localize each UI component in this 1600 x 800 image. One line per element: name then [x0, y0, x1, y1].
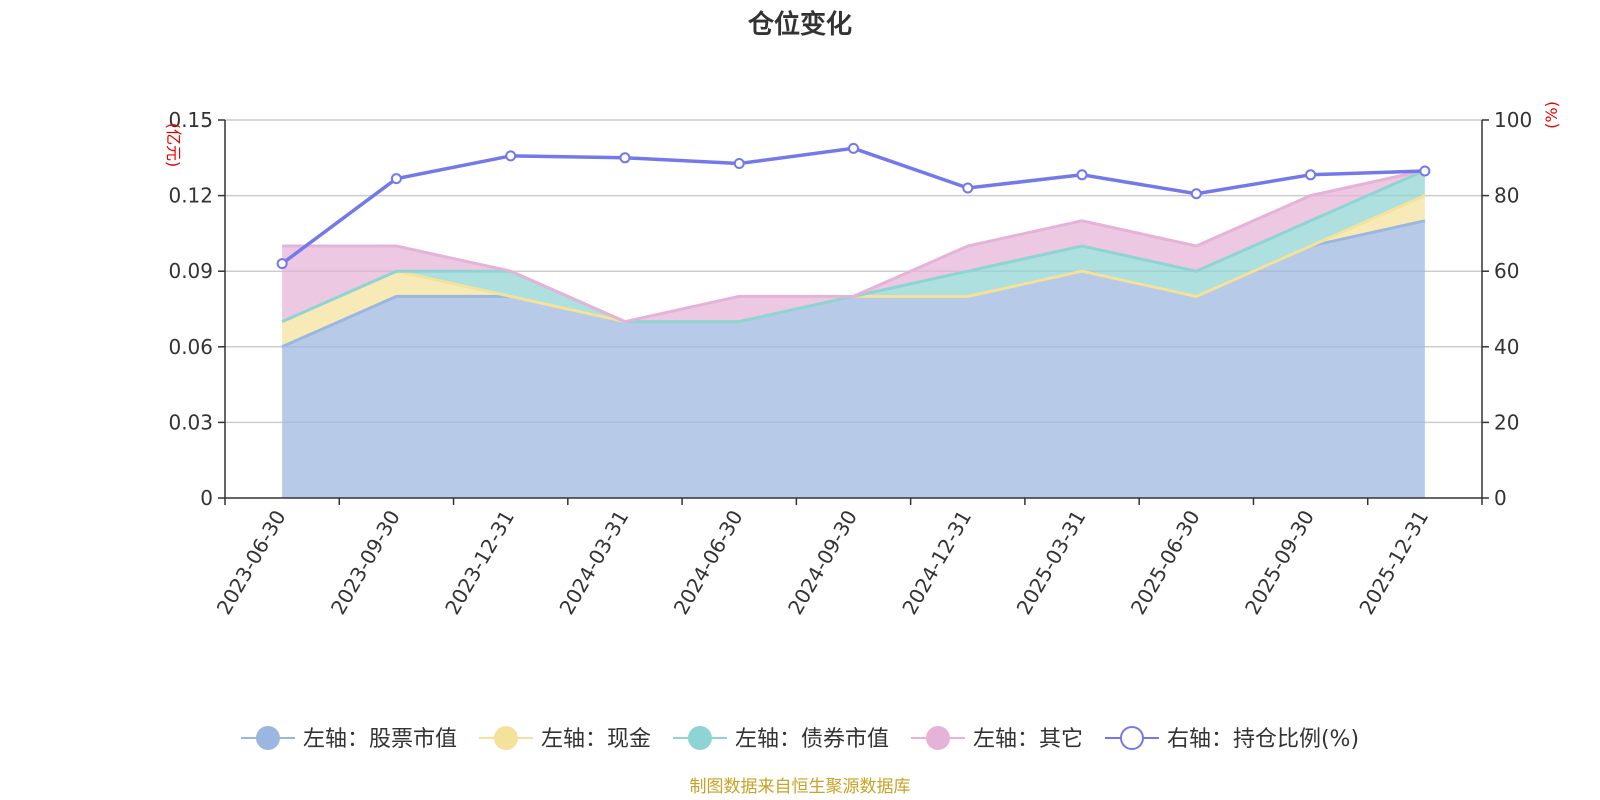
ratio-point — [1305, 169, 1317, 181]
left-tick-label: 0.03 — [168, 410, 213, 434]
legend-label: 左轴：现金 — [541, 727, 651, 752]
left-tick-label: 0.15 — [168, 108, 213, 132]
legend: 左轴：股票市值 左轴：现金 左轴：债券市值 左轴：其它 右轴：持仓比例(%) — [240, 726, 1359, 752]
legend-marker — [687, 726, 712, 750]
legend-label: 左轴：债券市值 — [735, 727, 889, 752]
x-tick-label: 2024-06-30 — [669, 506, 748, 619]
ratio-point — [848, 142, 859, 154]
legend-item: 左轴：债券市值 — [672, 726, 889, 752]
x-tick-label: 2024-03-31 — [554, 506, 633, 619]
x-tick-label: 2023-06-30 — [212, 506, 291, 619]
legend-label: 左轴：股票市值 — [303, 727, 457, 752]
right-axis-unit: (%) — [1542, 101, 1561, 129]
right-tick-label: 40 — [1494, 335, 1519, 359]
ratio-point — [505, 150, 517, 162]
x-tick-label: 2023-09-30 — [326, 506, 405, 619]
legend-item: 左轴：其它 — [910, 726, 1083, 752]
left-tick-label: 0.09 — [168, 259, 213, 283]
legend-item: 左轴：股票市值 — [240, 726, 457, 752]
legend-label: 右轴：持仓比例(%) — [1167, 727, 1359, 752]
ratio-point — [1419, 165, 1431, 177]
x-tick-label: 2025-03-31 — [1012, 506, 1091, 619]
right-tick-label: 80 — [1494, 184, 1519, 208]
ratio-point — [619, 152, 631, 164]
footer-source: 制图数据来自恒生聚源数据库 — [690, 777, 911, 797]
x-tick-label: 2025-12-31 — [1354, 506, 1433, 619]
chart-title: 仓位变化 — [747, 9, 852, 40]
left-tick-label: 0 — [200, 486, 213, 510]
ratio-point — [962, 182, 974, 194]
legend-item: 左轴：现金 — [478, 726, 651, 752]
right-tick-label: 20 — [1494, 410, 1519, 434]
ratio-point — [390, 173, 402, 185]
x-tick-label: 2025-09-30 — [1240, 506, 1319, 619]
stacked-areas — [281, 168, 1426, 499]
ratio-point — [276, 258, 288, 270]
legend-marker — [1119, 726, 1144, 750]
x-tick-label: 2024-09-30 — [783, 506, 862, 619]
x-tick-label: 2024-12-31 — [897, 506, 976, 619]
area-左轴：股票市值 — [282, 220, 1425, 499]
right-tick-label: 100 — [1494, 108, 1532, 132]
ratio-point — [1190, 188, 1202, 200]
legend-label: 左轴：其它 — [973, 727, 1083, 752]
x-tick-label: 2025-06-30 — [1126, 506, 1205, 619]
left-axis-unit: (亿元) — [164, 123, 183, 168]
legend-marker — [925, 726, 950, 750]
right-tick-label: 60 — [1494, 259, 1519, 283]
ratio-point — [733, 157, 745, 169]
position-ratio-line — [276, 142, 1431, 270]
x-tick-label: 2023-12-31 — [440, 506, 519, 619]
ratio-point — [1076, 169, 1088, 181]
right-tick-label: 0 — [1494, 486, 1507, 510]
left-tick-label: 0.06 — [168, 335, 213, 359]
legend-marker — [255, 726, 280, 750]
left-tick-label: 0.12 — [168, 184, 213, 208]
legend-item: 右轴：持仓比例(%) — [1104, 726, 1359, 752]
legend-marker — [493, 726, 518, 750]
area-edge-左轴：其它 — [282, 168, 1426, 324]
